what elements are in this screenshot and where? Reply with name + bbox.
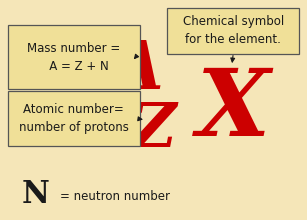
FancyBboxPatch shape <box>8 25 140 89</box>
Text: Z: Z <box>131 100 176 160</box>
Text: Chemical symbol
for the element.: Chemical symbol for the element. <box>183 15 284 46</box>
FancyBboxPatch shape <box>8 91 140 146</box>
Text: Atomic number=
number of protons: Atomic number= number of protons <box>19 103 129 134</box>
Text: X: X <box>196 65 270 155</box>
Text: = neutron number: = neutron number <box>60 190 170 204</box>
Text: A: A <box>111 38 162 103</box>
Text: N: N <box>21 179 49 210</box>
FancyBboxPatch shape <box>167 8 299 54</box>
Text: Mass number =
   A = Z + N: Mass number = A = Z + N <box>27 42 120 73</box>
